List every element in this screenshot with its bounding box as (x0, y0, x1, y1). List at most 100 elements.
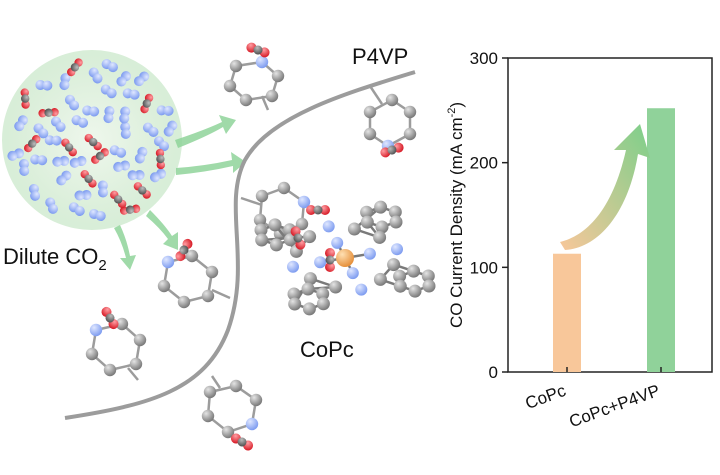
carbon-atom (44, 108, 53, 117)
flow-arrow-3 (146, 210, 178, 250)
label-p4vp: P4VP (352, 44, 408, 69)
n2-molecule (28, 183, 41, 201)
linker (240, 196, 263, 207)
nitrogen-atom (14, 121, 25, 132)
carbon-atom (201, 289, 215, 303)
carbon-atom (387, 258, 401, 272)
nitrogen-atom (19, 165, 30, 176)
carbon-atom (156, 154, 165, 164)
n2-molecule (156, 105, 174, 116)
carbon-atom (21, 94, 30, 103)
carbon-atom (239, 93, 253, 107)
bar-0 (553, 253, 581, 372)
nitrogen-atom (56, 175, 67, 186)
n2-molecule (134, 146, 148, 164)
flow-arrow-1 (175, 115, 236, 148)
pyridine-atoms (85, 55, 417, 439)
nitrogen-atom (103, 113, 114, 124)
carbon-atom (229, 59, 243, 73)
co2-molecule (84, 133, 102, 151)
nitrogen-atom (38, 128, 49, 139)
nitrogen-atom (89, 106, 100, 117)
y-tick-label: 300 (470, 49, 498, 68)
n2-molecule (101, 59, 118, 73)
carbon-atom (201, 409, 215, 423)
carbon-atom (316, 287, 330, 301)
y-tick-label: 0 (489, 363, 498, 382)
carbon-atom (229, 379, 243, 393)
nitrogen-atom (148, 126, 159, 137)
co2-molecule (155, 148, 166, 170)
nitrogen-atom (52, 156, 63, 167)
carbon-atom (303, 230, 317, 244)
nitrogen-atom (113, 161, 124, 172)
n2-molecule (109, 145, 127, 158)
nitrogen-atom (92, 73, 103, 84)
oxygen-atom (21, 100, 30, 109)
bars (553, 108, 675, 373)
carbon-atom (223, 79, 237, 93)
nitrogen-atom (107, 62, 118, 73)
n2-molecule (97, 180, 108, 198)
nitrogen-atom (42, 80, 53, 91)
n2-molecule (44, 135, 62, 146)
carbon-atom (95, 151, 105, 161)
carbon-atom (373, 230, 387, 244)
increase-arrow (560, 124, 650, 250)
carbon-atom (293, 233, 303, 243)
carbon-atom (422, 279, 436, 293)
co2-molecule (246, 42, 270, 58)
co2-molecule (80, 170, 97, 188)
nitrogen-atom (297, 195, 311, 209)
carbon-atom (255, 233, 269, 247)
nitrogen-atom (97, 180, 108, 191)
carbon-atom (254, 223, 268, 237)
nitrogen-atom (119, 113, 130, 124)
carbon-atom (265, 89, 279, 103)
nitrogen-atom (59, 80, 70, 91)
carbon-atom (253, 213, 267, 227)
nitrogen-atom (129, 89, 140, 100)
carbon-atom (421, 269, 435, 283)
carbon-atom (237, 437, 247, 447)
carbon-atom (103, 363, 117, 377)
nitrogen-atom (331, 236, 344, 249)
co2-molecule (67, 58, 83, 77)
carbon-atom (64, 143, 74, 152)
n2-molecule (142, 122, 159, 137)
nitrogen-atom (89, 323, 103, 337)
carbon-atom (313, 205, 323, 215)
nitrogen-atom (149, 172, 160, 183)
gas-bubble (2, 50, 182, 230)
nitrogen-atom (74, 190, 85, 201)
carbon-atom (295, 217, 309, 231)
nitrogen-atom (127, 170, 138, 181)
n2-molecule (163, 120, 178, 137)
oxygen-atom (325, 248, 335, 258)
carbon-atom (316, 297, 330, 311)
n2-molecule (35, 79, 53, 91)
n2-molecule (116, 71, 131, 87)
carbon-atom (283, 233, 297, 247)
co2-molecule (175, 238, 193, 262)
nitrogen-atom (161, 255, 175, 269)
co2-molecule (325, 248, 335, 272)
carbon-atom (347, 222, 361, 236)
carbon-atom (88, 137, 98, 147)
oxygen-atom (155, 148, 165, 158)
carbon-atom (28, 139, 37, 148)
nitrogen-atom (314, 256, 327, 269)
linker (368, 85, 384, 105)
nitrogen-atom (116, 147, 127, 158)
n2-molecule (82, 105, 100, 117)
carbon-atom (393, 279, 407, 293)
carbon-atom (287, 287, 301, 301)
n2-molecule (88, 67, 103, 84)
p4vp-backbone (64, 70, 416, 420)
carbon-atom (125, 205, 135, 214)
nitrogen-atom (116, 76, 127, 87)
co2-molecule (290, 226, 306, 250)
carbon-atom (363, 127, 377, 141)
carbon-atom (85, 347, 99, 361)
